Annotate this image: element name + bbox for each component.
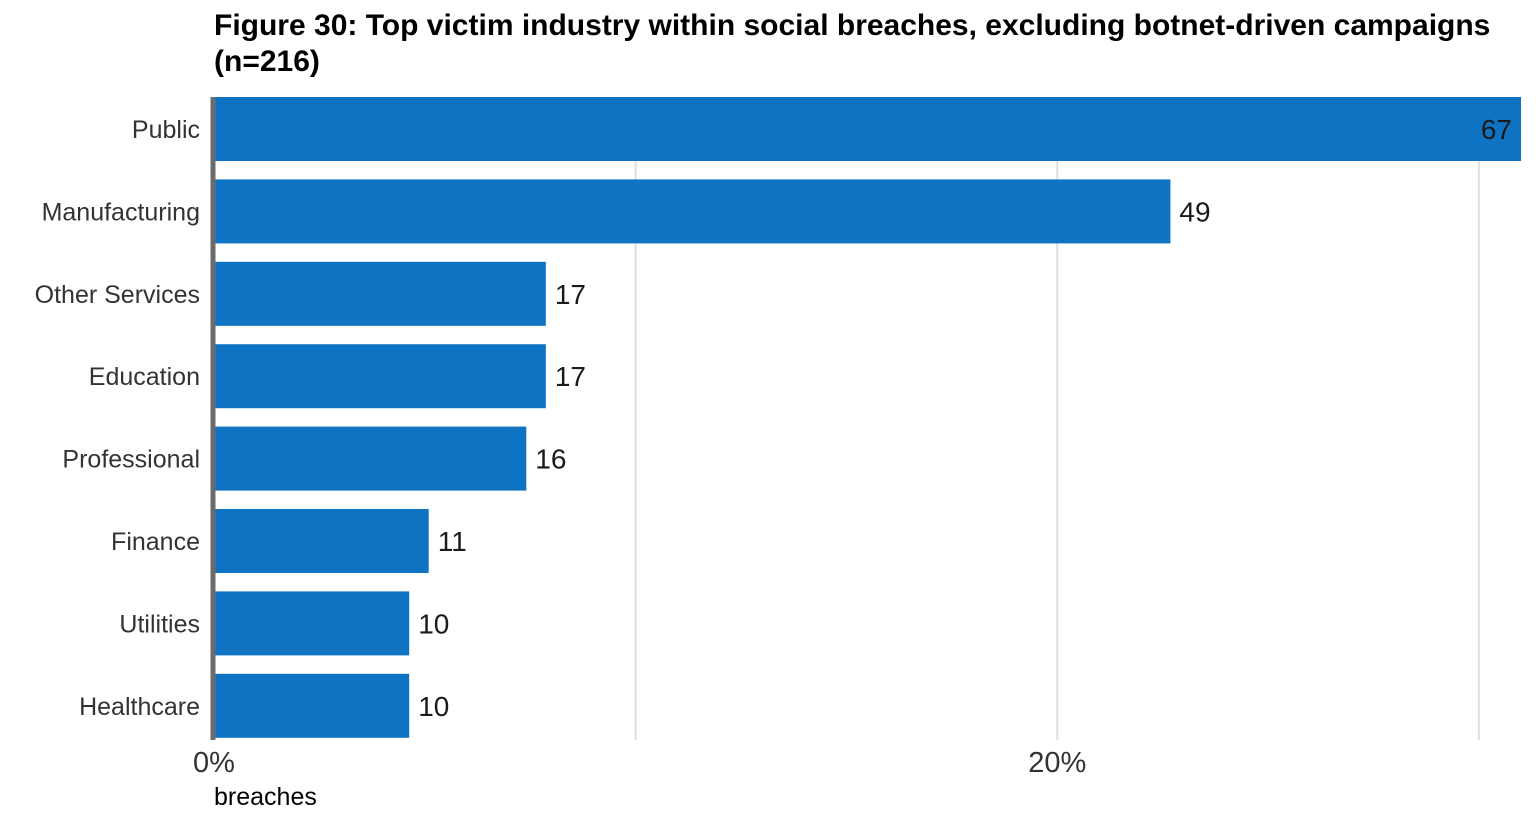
value-label: 16: [535, 444, 566, 475]
value-label: 17: [555, 279, 586, 310]
category-label: Other Services: [35, 281, 200, 309]
bars: [214, 97, 1521, 738]
category-label: Finance: [111, 528, 200, 556]
value-label: 11: [438, 526, 467, 557]
category-label: Public: [132, 116, 200, 144]
x-axis-title: breaches: [214, 783, 317, 811]
bar-healthcare: [214, 673, 410, 738]
bar-professional: [214, 426, 527, 491]
chart-title: Figure 30: Top victim industry within so…: [214, 9, 1491, 78]
value-label: 17: [555, 361, 586, 392]
category-label: Professional: [62, 446, 200, 474]
category-label: Utilities: [119, 610, 200, 638]
bar-public: [214, 97, 1521, 161]
bar-other-services: [214, 261, 546, 326]
value-label: 10: [418, 691, 449, 722]
value-label: 49: [1179, 196, 1210, 227]
category-label: Healthcare: [79, 693, 200, 721]
value-label: 10: [418, 608, 449, 639]
bar-utilities: [214, 591, 410, 656]
x-tick-label: 20%: [1028, 747, 1086, 779]
bar-finance: [214, 509, 429, 573]
labels: Public 67 Manufacturing 49 Other Services 17 E…: [35, 114, 1512, 779]
category-label: Manufacturing: [42, 198, 200, 226]
x-tick-label: 0%: [193, 747, 235, 779]
bar-manufacturing: [214, 179, 1171, 244]
value-label: 67: [1481, 114, 1512, 145]
category-label: Education: [89, 363, 200, 391]
bar-education: [214, 344, 546, 409]
